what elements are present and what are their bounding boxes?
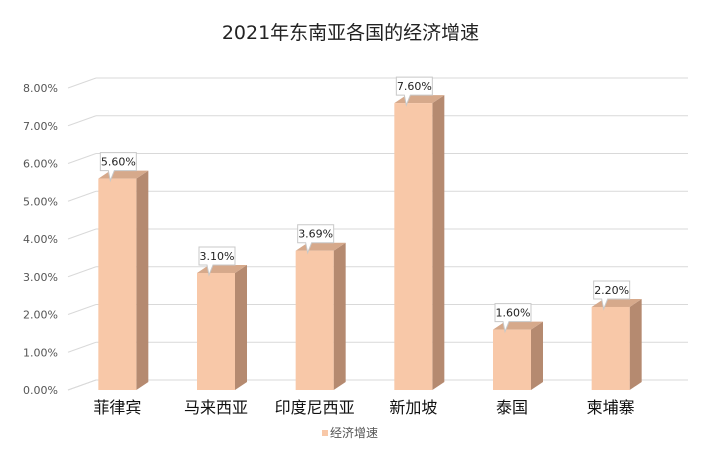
bar-side (333, 242, 346, 390)
bar-side (136, 170, 149, 390)
legend-label: 经济增速 (330, 425, 378, 440)
x-category-label: 泰国 (496, 398, 528, 417)
gridline-side (67, 341, 97, 353)
bar (197, 272, 235, 390)
data-label: 3.69% (298, 228, 333, 241)
y-tick-label: 2.00% (23, 309, 58, 322)
bar-side (531, 321, 543, 390)
x-category-label: 柬埔寨 (587, 398, 635, 417)
bar (394, 103, 433, 390)
bar (591, 306, 630, 390)
y-tick-label: 1.00% (23, 346, 58, 359)
chart-title: 2021年东南亚各国的经济增速 (221, 22, 480, 44)
y-tick-label: 4.00% (23, 233, 58, 246)
data-label: 2.20% (594, 284, 629, 297)
data-label-box (198, 246, 236, 277)
data-label: 5.60% (101, 156, 136, 169)
x-category-label: 菲律宾 (93, 398, 141, 417)
y-tick-label: 8.00% (23, 82, 58, 95)
data-label: 1.60% (496, 307, 531, 320)
y-tick-label: 6.00% (23, 158, 58, 171)
bar (295, 250, 334, 390)
x-category-label: 马来西亚 (184, 398, 248, 417)
data-label-box (99, 152, 137, 183)
y-tick-label: 0.00% (23, 384, 58, 397)
data-label: 7.60% (397, 80, 432, 93)
gridline-side (67, 379, 97, 391)
gridline-side (67, 228, 97, 240)
x-category-label: 印度尼西亚 (275, 398, 355, 417)
data-label-box (297, 224, 335, 255)
y-tick-label: 3.00% (23, 271, 58, 284)
bar-side (235, 264, 247, 390)
legend-swatch (322, 430, 328, 436)
y-tick-label: 5.00% (23, 195, 58, 208)
gridline-side (67, 304, 97, 315)
gridline-side (67, 153, 97, 164)
gridline-side (67, 115, 97, 127)
bar-side (432, 95, 445, 390)
bar-side (629, 298, 642, 390)
bar (493, 329, 531, 390)
data-label-box (395, 76, 433, 107)
data-label-box (593, 280, 631, 311)
bar (98, 178, 137, 390)
x-category-label: 新加坡 (389, 398, 437, 417)
gridline-side (67, 190, 97, 202)
y-tick-label: 7.00% (23, 120, 58, 133)
data-label: 3.10% (200, 250, 235, 263)
gridline-side (67, 266, 97, 278)
gridline-side (67, 77, 97, 89)
data-label-box (494, 303, 532, 334)
